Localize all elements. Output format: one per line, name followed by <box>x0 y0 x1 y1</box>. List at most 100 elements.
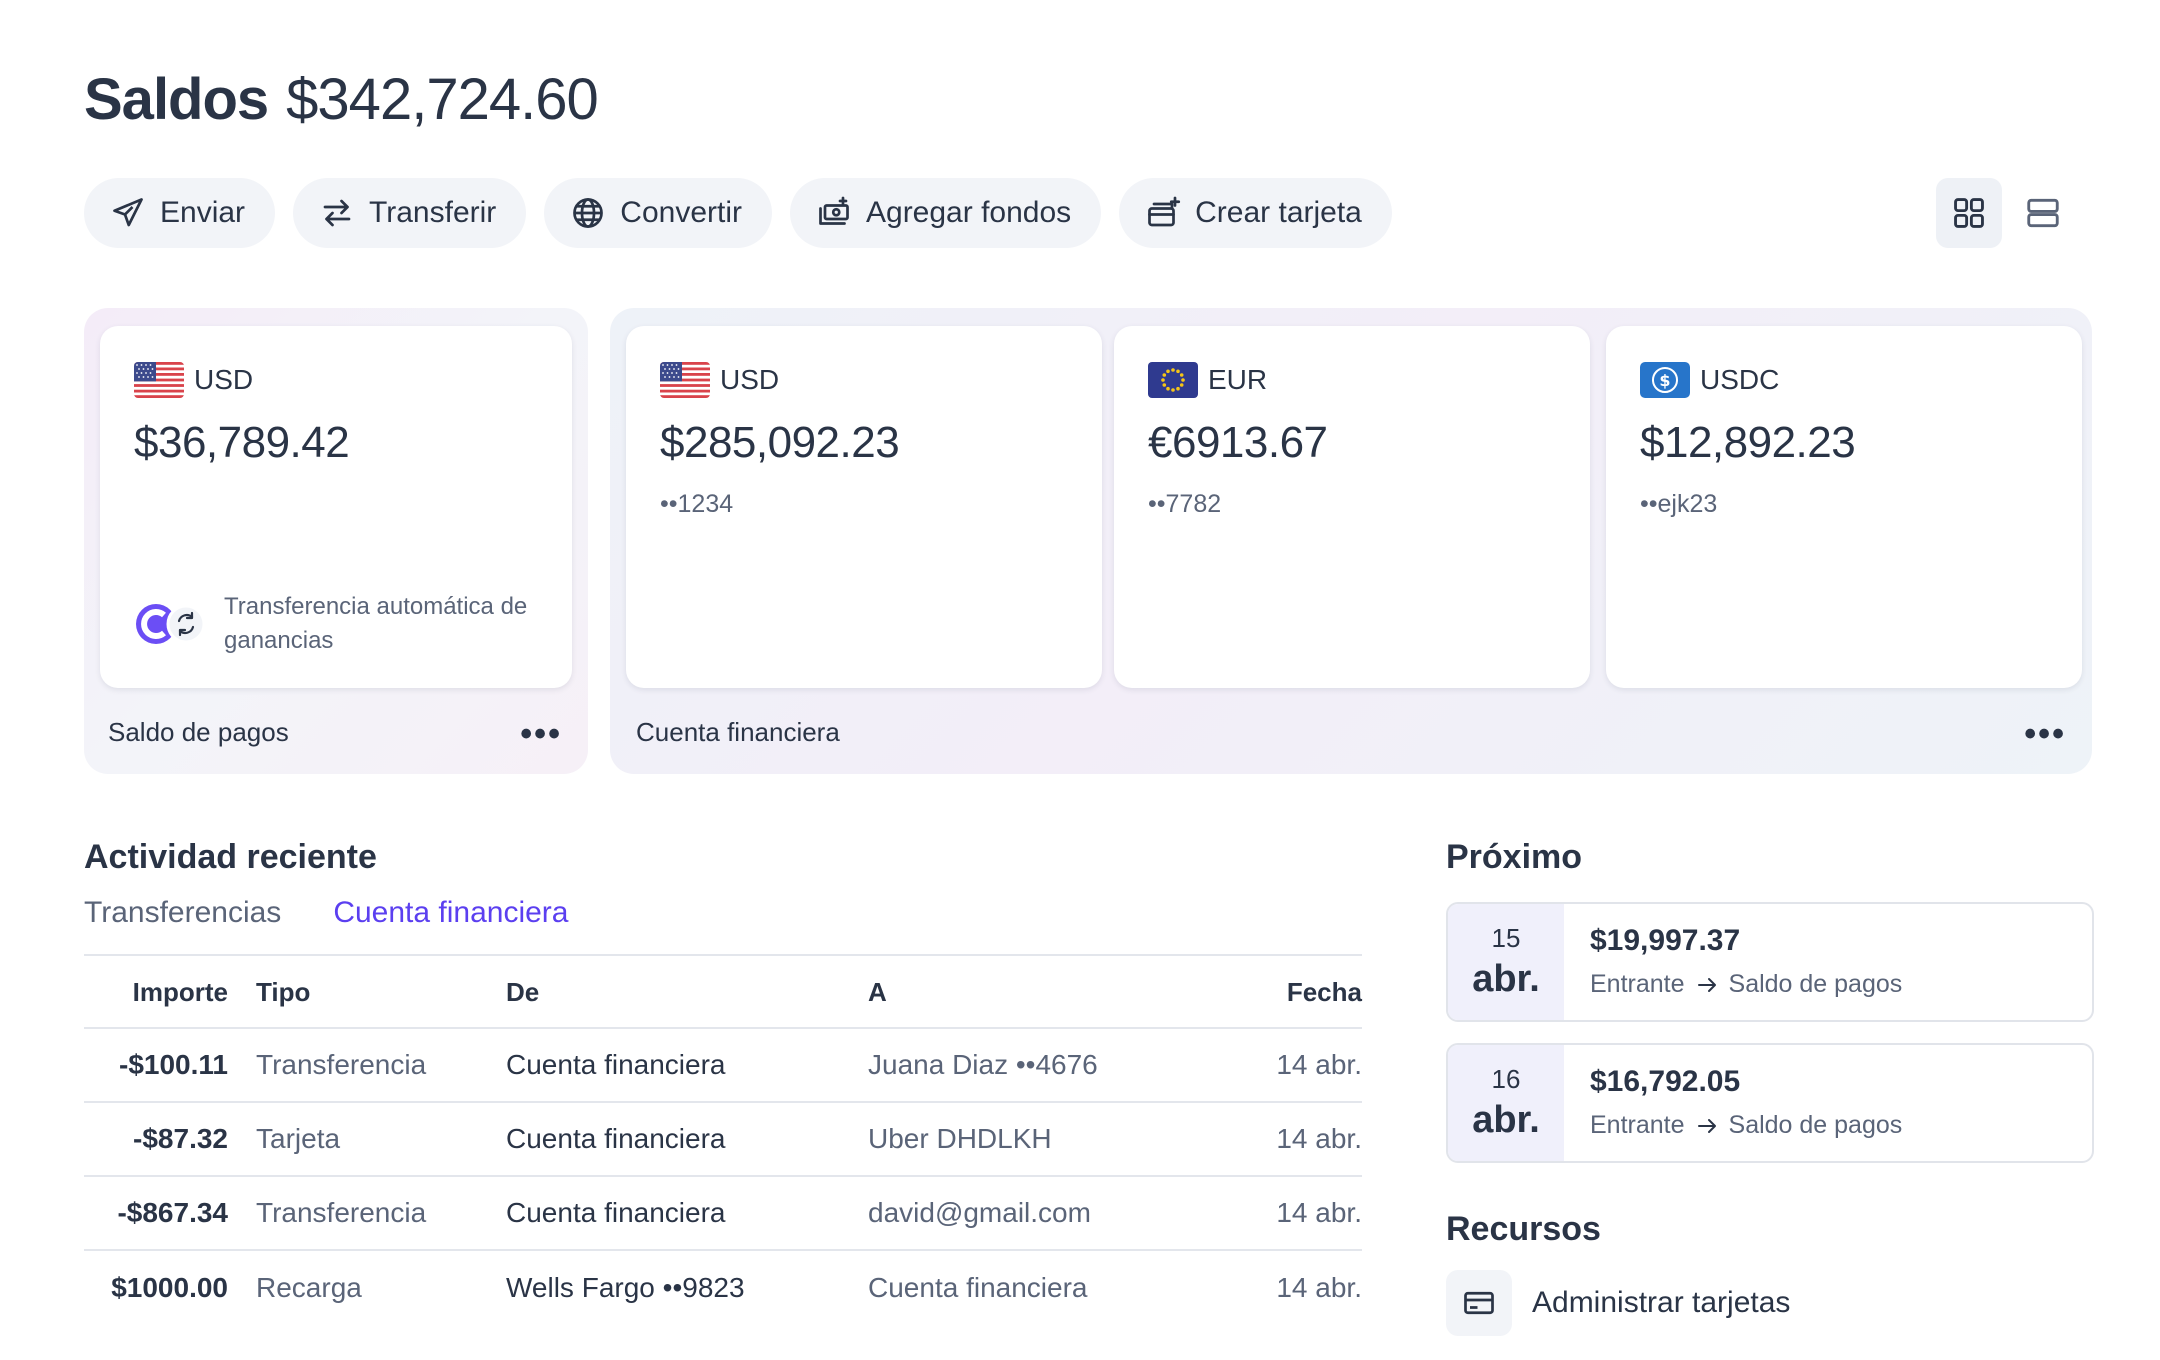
row-type: Recarga <box>256 1271 362 1303</box>
convert-button[interactable]: Convertir <box>544 178 772 248</box>
upcoming-destination: Saldo de pagos <box>1728 970 1903 998</box>
svg-text:$: $ <box>1659 371 1670 390</box>
activity-table: Importe Tipo De A Fecha -$100.11 Transfe… <box>84 958 1362 1324</box>
add-funds-button[interactable]: Agregar fondos <box>790 178 1102 248</box>
col-to[interactable]: A <box>868 958 1230 1029</box>
payments-balance-card[interactable]: USD $36,789.42 Transferencia automática … <box>100 326 572 688</box>
upcoming-details: $16,792.05 Entrante Saldo de pagos <box>1564 1045 1928 1161</box>
financial-account-group: USD $285,092.23 ••1234 EUR €6913.67 ••77… <box>610 308 2092 774</box>
action-toolbar: Enviar Transferir Convertir Agregar fond… <box>84 178 1392 248</box>
col-amount[interactable]: Importe <box>84 958 256 1029</box>
send-icon <box>113 198 143 227</box>
eur-account-card[interactable]: EUR €6913.67 ••7782 <box>1114 326 1590 688</box>
add-funds-label: Agregar fondos <box>866 196 1072 229</box>
usdc-account-card[interactable]: $ USDC $12,892.23 ••ejk23 <box>1606 326 2082 688</box>
page-title: Saldos <box>84 67 269 132</box>
upcoming-date: 15 abr. <box>1448 904 1564 1020</box>
more-icon[interactable]: ••• <box>520 715 562 753</box>
upcoming-amount: $16,792.05 <box>1590 1065 1741 1098</box>
us-flag-icon <box>134 362 184 398</box>
upcoming-month: abr. <box>1472 1099 1540 1141</box>
send-label: Enviar <box>160 196 246 229</box>
globe-icon <box>573 198 604 228</box>
tab-divider <box>84 954 1362 956</box>
grid-view-button[interactable] <box>1936 178 2002 248</box>
row-type: Tarjeta <box>256 1102 506 1177</box>
list-view-button[interactable] <box>2010 178 2076 248</box>
row-type: Transferencia <box>256 1028 506 1103</box>
transfer-button[interactable]: Transferir <box>293 178 527 248</box>
col-date[interactable]: Fecha <box>1230 958 1362 1029</box>
row-date: 14 abr. <box>1230 1176 1362 1251</box>
total-balance: $342,724.60 <box>286 67 599 132</box>
auto-transfer-text: Transferencia automática de ganancias <box>224 593 528 654</box>
row-date: 14 abr. <box>1276 1271 1362 1303</box>
row-date: 14 abr. <box>1230 1028 1362 1103</box>
upcoming-details: $19,997.37 Entrante Saldo de pagos <box>1564 904 1928 1020</box>
usd-account-card[interactable]: USD $285,092.23 ••1234 <box>626 326 1102 688</box>
table-header-row: Importe Tipo De A Fecha <box>84 958 1362 1029</box>
tab-transfers[interactable]: Transferencias <box>84 896 282 929</box>
table-row[interactable]: -$867.34 Transferencia Cuenta financiera… <box>84 1176 1362 1251</box>
currency-code: USD <box>194 364 254 395</box>
account-number: ••1234 <box>660 490 734 518</box>
send-button[interactable]: Enviar <box>84 178 276 248</box>
auto-transfer-icon <box>134 601 206 647</box>
card-icon-wrap <box>1446 1270 1512 1336</box>
recent-activity-title: Actividad reciente <box>84 838 377 876</box>
list-view-icon <box>2027 198 2059 228</box>
add-funds-icon <box>819 196 849 225</box>
account-number: ••7782 <box>1148 490 1222 518</box>
card-icon <box>1464 1291 1494 1315</box>
upcoming-date: 16 abr. <box>1448 1045 1564 1161</box>
grid-view-icon <box>1954 198 1984 228</box>
eu-flag-icon <box>1148 362 1198 398</box>
auto-transfer[interactable]: Transferencia automática de ganancias <box>134 590 544 658</box>
upcoming-title: Próximo <box>1446 838 1583 876</box>
tab-financial-account[interactable]: Cuenta financiera <box>333 896 569 929</box>
create-card-button[interactable]: Crear tarjeta <box>1119 178 1392 248</box>
create-card-icon <box>1148 196 1181 227</box>
table-row[interactable]: -$87.32 Tarjeta Cuenta financiera Uber D… <box>84 1102 1362 1177</box>
resources-title: Recursos <box>1446 1210 1601 1248</box>
manage-cards-label: Administrar tarjetas <box>1532 1286 1791 1319</box>
col-type[interactable]: Tipo <box>256 958 506 1029</box>
upcoming-amount: $19,997.37 <box>1590 924 1741 957</box>
manage-cards-link[interactable]: Administrar tarjetas <box>1446 1270 1790 1336</box>
row-amount: $1000.00 <box>111 1271 228 1303</box>
table-row[interactable]: $1000.00 Recarga Wells Fargo ••9823 Cuen… <box>84 1250 1362 1324</box>
upcoming-item[interactable]: 16 abr. $16,792.05 Entrante Saldo de pag… <box>1446 1043 2094 1163</box>
row-to: david@gmail.com <box>868 1176 1230 1251</box>
table-row[interactable]: -$100.11 Transferencia Cuenta financiera… <box>84 1028 1362 1103</box>
row-amount: -$87.32 <box>84 1102 256 1177</box>
upcoming-item[interactable]: 15 abr. $19,997.37 Entrante Saldo de pag… <box>1446 902 2094 1022</box>
row-to: Uber DHDLKH <box>868 1102 1230 1177</box>
group-label: Cuenta financiera <box>636 717 840 747</box>
row-amount: -$100.11 <box>84 1028 256 1103</box>
upcoming-route: Entrante Saldo de pagos <box>1590 970 1902 999</box>
payments-balance-group: USD $36,789.42 Transferencia automática … <box>84 308 588 774</box>
currency-row: USD <box>660 360 1068 400</box>
upcoming-direction: Entrante <box>1590 970 1685 998</box>
us-flag-icon <box>660 362 710 398</box>
more-icon[interactable]: ••• <box>2024 715 2066 753</box>
upcoming-direction: Entrante <box>1590 1111 1685 1139</box>
row-to: Cuenta financiera <box>868 1271 1088 1303</box>
convert-label: Convertir <box>620 196 742 229</box>
account-number: ••ejk23 <box>1640 490 1718 518</box>
activity-tabs: Transferencias Cuenta financiera <box>84 896 568 930</box>
col-from[interactable]: De <box>506 958 868 1029</box>
balance-amount: $36,789.42 <box>134 418 350 467</box>
balance-amount: €6913.67 <box>1148 418 1328 467</box>
row-date: 14 abr. <box>1230 1102 1362 1177</box>
row-from: Wells Fargo ••9823 <box>506 1271 745 1303</box>
upcoming-day: 16 <box>1491 1064 1521 1094</box>
create-card-label: Crear tarjeta <box>1195 196 1362 229</box>
currency-code: USD <box>720 364 780 395</box>
currency-code: EUR <box>1208 364 1268 395</box>
view-toggle <box>1936 178 2076 248</box>
balance-amount: $12,892.23 <box>1640 418 1856 467</box>
row-amount: -$867.34 <box>84 1176 256 1251</box>
upcoming-destination: Saldo de pagos <box>1728 1111 1903 1139</box>
